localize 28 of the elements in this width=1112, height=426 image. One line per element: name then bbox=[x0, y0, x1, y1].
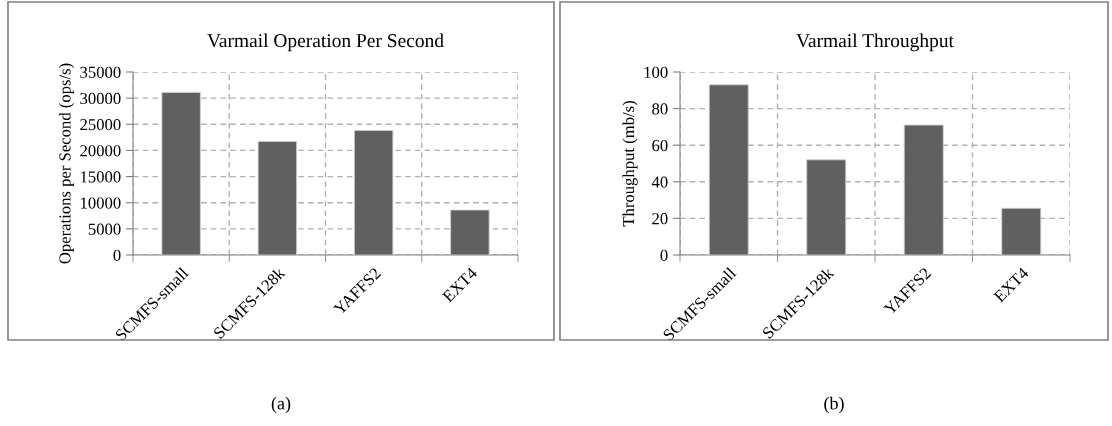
y-tick-label: 35000 bbox=[80, 66, 121, 78]
y-tick-label: 80 bbox=[652, 103, 668, 115]
y-tick-label: 100 bbox=[644, 66, 668, 78]
text: (a) bbox=[271, 396, 291, 414]
y-tick-label: 60 bbox=[652, 139, 668, 152]
y-tick-label: 10000 bbox=[80, 197, 121, 209]
chart-title: Varmail Operation Per Second bbox=[207, 33, 444, 52]
bar bbox=[903, 124, 944, 255]
bar bbox=[161, 91, 201, 255]
text: (b) bbox=[824, 396, 844, 414]
y-tick-label: 20000 bbox=[80, 145, 121, 157]
bar bbox=[1001, 207, 1042, 255]
y-tick-label: 20 bbox=[652, 213, 668, 225]
y-tick-label: 15000 bbox=[80, 171, 121, 183]
y-tick-label: 30000 bbox=[80, 92, 121, 105]
bar bbox=[806, 159, 847, 255]
y-tick-label: 0 bbox=[113, 249, 121, 261]
y-tick-label: 5000 bbox=[88, 223, 121, 235]
y-tick-label: 40 bbox=[651, 176, 668, 188]
y-tick-label: 0 bbox=[660, 249, 668, 261]
bar bbox=[450, 209, 490, 255]
bar bbox=[257, 141, 298, 255]
y-tick-label: 25000 bbox=[80, 118, 121, 131]
bar bbox=[708, 84, 749, 255]
y-axis-title: Throughput (mb/s) bbox=[622, 101, 638, 227]
bar bbox=[353, 130, 394, 255]
y-axis-title: Operations per Second (ops/s) bbox=[58, 63, 74, 264]
chart-title: Varmail Throughput bbox=[796, 33, 954, 52]
